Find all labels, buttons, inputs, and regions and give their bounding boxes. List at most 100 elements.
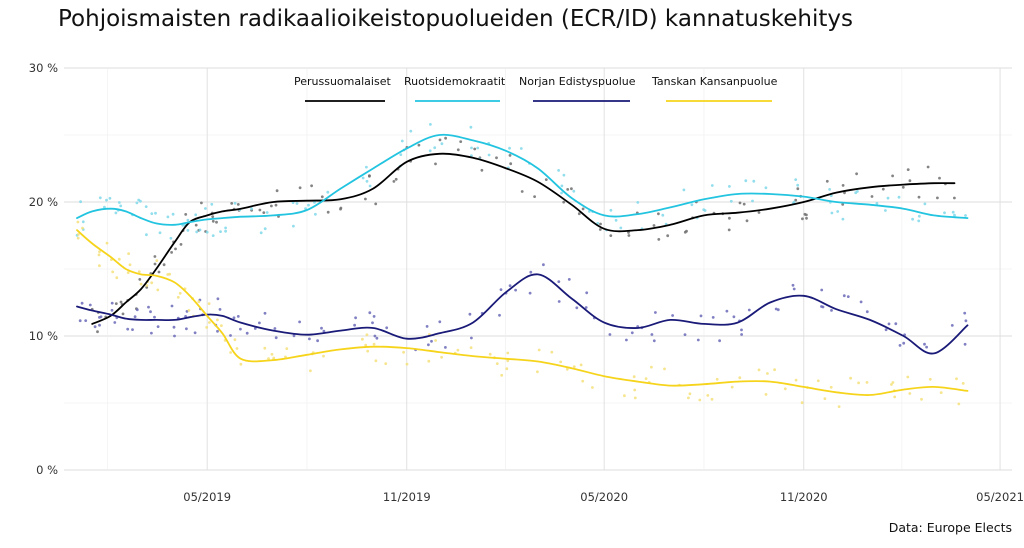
data-point xyxy=(366,349,370,353)
data-point xyxy=(117,201,121,204)
data-point xyxy=(661,213,665,217)
data-point xyxy=(365,165,368,169)
data-point xyxy=(917,219,921,223)
data-point xyxy=(730,385,734,389)
data-point xyxy=(156,325,160,328)
data-point xyxy=(825,179,829,183)
data-point xyxy=(216,318,219,322)
data-point xyxy=(170,304,174,308)
data-point xyxy=(821,305,825,309)
series-line xyxy=(76,273,969,355)
data-point xyxy=(609,234,613,238)
data-point xyxy=(150,281,154,285)
data-point xyxy=(841,184,845,187)
data-point xyxy=(923,202,927,206)
data-point xyxy=(951,210,955,214)
data-point xyxy=(683,230,687,234)
data-point xyxy=(111,270,115,274)
data-point xyxy=(402,350,405,354)
data-point xyxy=(364,197,367,201)
data-point xyxy=(729,199,733,203)
trend-lines-layer xyxy=(76,133,969,396)
data-point xyxy=(725,309,729,313)
data-point xyxy=(711,316,715,319)
data-point xyxy=(557,300,561,303)
data-point xyxy=(859,300,863,304)
data-point xyxy=(728,185,731,188)
data-point xyxy=(150,212,154,216)
data-point xyxy=(149,310,152,314)
data-point xyxy=(298,186,302,190)
data-point xyxy=(591,386,594,389)
data-point xyxy=(326,210,330,214)
data-point xyxy=(567,278,571,281)
data-point xyxy=(210,202,214,206)
data-point xyxy=(263,311,267,315)
data-point xyxy=(187,309,191,312)
data-point xyxy=(427,359,431,363)
data-point xyxy=(699,314,703,318)
data-point xyxy=(229,334,232,337)
data-point xyxy=(114,302,118,305)
data-point xyxy=(405,362,409,366)
data-point xyxy=(820,288,824,292)
chart-title: Pohjoismaisten radikaalioikeistopuolueid… xyxy=(58,6,853,32)
data-point xyxy=(265,211,269,214)
data-point xyxy=(93,325,97,329)
data-point xyxy=(891,174,894,178)
data-point xyxy=(98,323,101,327)
data-point xyxy=(625,338,628,342)
data-point xyxy=(500,373,504,377)
data-point xyxy=(528,291,532,295)
data-point xyxy=(898,344,902,347)
data-point xyxy=(495,156,498,160)
data-point xyxy=(470,154,473,158)
data-point xyxy=(438,138,442,142)
data-point xyxy=(902,341,906,345)
data-point xyxy=(633,396,637,400)
data-point xyxy=(688,392,692,396)
data-point xyxy=(828,188,831,191)
data-point xyxy=(322,354,325,358)
data-point xyxy=(172,325,176,329)
data-point xyxy=(215,220,218,224)
legend-label: Tanskan Kansanpuolue xyxy=(651,75,778,88)
data-point xyxy=(96,330,99,334)
data-point xyxy=(133,315,137,319)
data-point xyxy=(119,204,123,208)
data-point xyxy=(509,162,513,166)
data-point xyxy=(169,236,173,240)
data-point xyxy=(766,372,769,375)
data-point xyxy=(186,218,190,222)
data-point xyxy=(957,402,961,406)
data-point xyxy=(683,333,687,336)
data-point xyxy=(176,295,180,299)
data-point xyxy=(76,236,80,240)
legend: Perussuomalaiset Ruotsidemokraatit Norjan … xyxy=(294,75,778,102)
data-point xyxy=(428,149,432,153)
data-point xyxy=(392,180,396,183)
source-caption: Data: Europe Elects xyxy=(888,520,1012,535)
data-point xyxy=(417,143,421,147)
data-point xyxy=(121,312,125,316)
data-point xyxy=(326,190,330,194)
data-point xyxy=(703,209,707,212)
data-point xyxy=(233,338,237,342)
data-point xyxy=(245,331,249,335)
data-point xyxy=(198,228,202,232)
data-point xyxy=(520,190,524,193)
data-point xyxy=(144,205,148,209)
data-point xyxy=(619,226,623,230)
data-point xyxy=(614,218,618,222)
data-point xyxy=(150,331,153,335)
data-point xyxy=(429,123,432,126)
data-point xyxy=(168,272,172,276)
data-point xyxy=(816,379,820,383)
data-point xyxy=(732,315,736,319)
legend-label: Ruotsidemokraatit xyxy=(404,75,506,88)
data-point xyxy=(488,352,492,356)
data-point xyxy=(843,191,846,195)
data-point xyxy=(917,195,921,199)
data-point xyxy=(258,321,261,325)
data-point xyxy=(906,375,910,379)
